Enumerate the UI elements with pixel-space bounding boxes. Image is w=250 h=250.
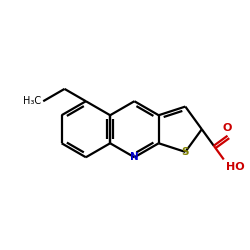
Text: HO: HO [226,162,244,172]
Text: N: N [130,152,139,162]
Text: O: O [223,123,232,133]
Text: H₃C: H₃C [22,96,41,106]
Text: S: S [182,147,189,157]
